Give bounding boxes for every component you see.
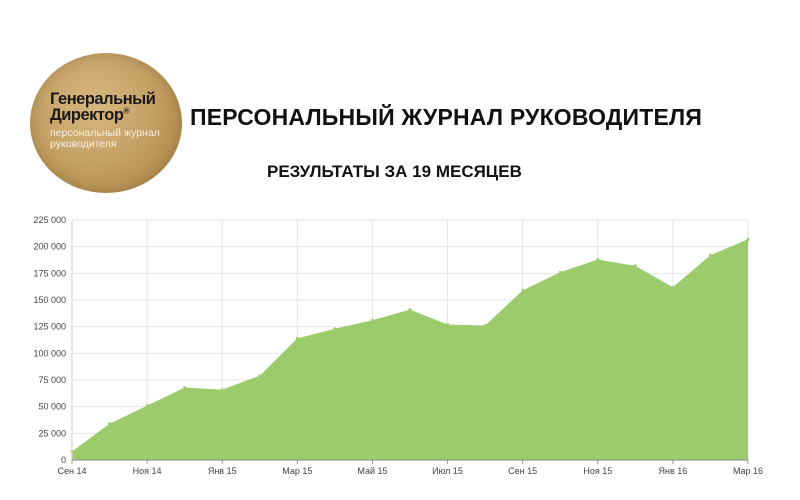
y-tick-label: 150 000 <box>33 295 66 305</box>
area-series <box>72 239 748 460</box>
y-tick-label: 125 000 <box>33 322 66 332</box>
logo-text-line3: персональный журнал <box>50 127 160 139</box>
x-tick-label: Сен 14 <box>58 466 87 476</box>
data-point <box>408 308 412 312</box>
logo-text-line2-word: Директор <box>50 106 124 124</box>
x-tick-label: Май 15 <box>357 466 387 476</box>
data-point <box>558 270 562 274</box>
data-point <box>446 323 450 326</box>
y-tick-label: 225 000 <box>33 215 66 225</box>
y-tick-label: 75 000 <box>38 375 66 385</box>
data-point <box>596 258 600 261</box>
data-point <box>633 264 637 268</box>
data-point <box>746 237 750 241</box>
x-tick-label: Янв 16 <box>659 466 688 476</box>
data-point <box>333 327 337 331</box>
logo-text-line2: Директор® <box>50 106 129 125</box>
logo-text-line1: Генеральный <box>50 90 156 108</box>
x-tick-label: Янв 15 <box>208 466 237 476</box>
page-title: ПЕРСОНАЛЬНЫЙ ЖУРНАЛ РУКОВОДИТЕЛЯ <box>190 104 703 130</box>
data-point <box>521 288 525 292</box>
data-point <box>483 324 487 328</box>
registered-mark: ® <box>123 106 129 116</box>
data-point <box>370 318 374 322</box>
data-point <box>258 374 262 378</box>
data-point <box>108 422 112 426</box>
data-point <box>220 388 224 392</box>
data-point <box>671 285 675 289</box>
data-point <box>295 336 299 340</box>
x-tick-label: Мар 16 <box>733 466 763 476</box>
x-tick-label: Мар 15 <box>282 466 312 476</box>
y-tick-label: 200 000 <box>33 242 66 252</box>
logo-text-line4: руководителя <box>50 138 117 150</box>
y-tick-label: 25 000 <box>38 428 66 438</box>
data-point <box>145 404 149 408</box>
x-tick-label: Сен 15 <box>508 466 537 476</box>
y-tick-label: 175 000 <box>33 268 66 278</box>
x-tick-label: Ноя 14 <box>133 466 162 476</box>
logo: Генеральный Директор® персональный журна… <box>30 53 182 193</box>
data-point <box>183 386 187 389</box>
y-tick-label: 100 000 <box>33 348 66 358</box>
x-tick-label: Июл 15 <box>432 466 463 476</box>
x-tick-label: Ноя 15 <box>583 466 612 476</box>
y-tick-label: 50 000 <box>38 402 66 412</box>
chart-subtitle: РЕЗУЛЬТАТЫ ЗА 19 МЕСЯЦЕВ <box>267 162 522 181</box>
y-tick-label: 0 <box>61 455 66 465</box>
data-point <box>708 253 712 257</box>
